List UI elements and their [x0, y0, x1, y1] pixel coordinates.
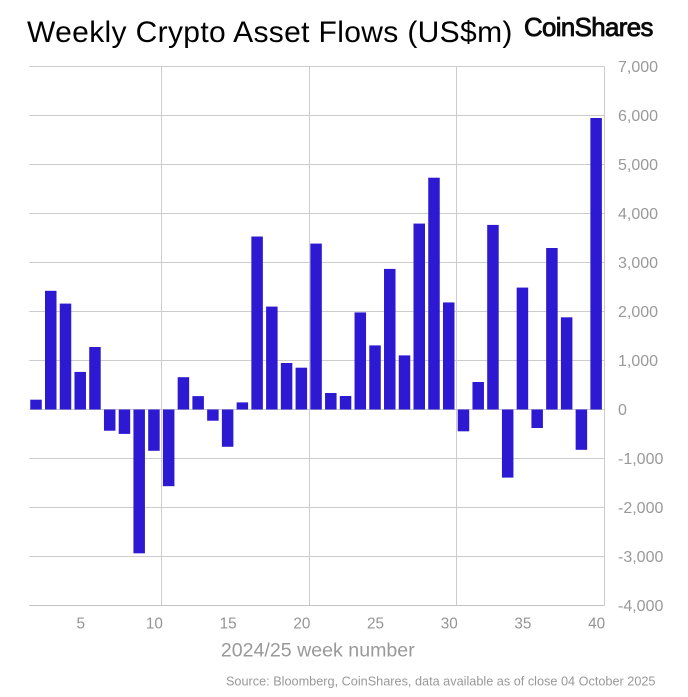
svg-text:Source: Bloomberg, CoinShares,: Source: Bloomberg, CoinShares, data avai…: [226, 674, 656, 688]
svg-text:3,000: 3,000: [618, 255, 658, 272]
svg-text:1,000: 1,000: [618, 353, 658, 370]
svg-text:2024/25 week number: 2024/25 week number: [221, 640, 415, 662]
svg-text:20: 20: [293, 616, 310, 633]
svg-text:2,000: 2,000: [618, 304, 658, 321]
svg-text:35: 35: [514, 616, 531, 633]
svg-text:4,000: 4,000: [618, 206, 658, 223]
svg-text:5: 5: [76, 616, 85, 633]
svg-text:5,000: 5,000: [618, 157, 658, 174]
svg-text:-1,000: -1,000: [618, 451, 663, 468]
svg-text:15: 15: [220, 616, 237, 633]
svg-text:-2,000: -2,000: [618, 500, 663, 517]
svg-text:30: 30: [441, 616, 458, 633]
svg-text:6,000: 6,000: [618, 108, 658, 125]
svg-text:-3,000: -3,000: [618, 549, 663, 566]
svg-text:0: 0: [618, 402, 627, 419]
svg-text:40: 40: [588, 616, 605, 633]
svg-text:25: 25: [367, 616, 384, 633]
svg-text:-4,000: -4,000: [618, 598, 663, 615]
svg-text:7,000: 7,000: [618, 59, 658, 76]
svg-text:10: 10: [146, 616, 163, 633]
